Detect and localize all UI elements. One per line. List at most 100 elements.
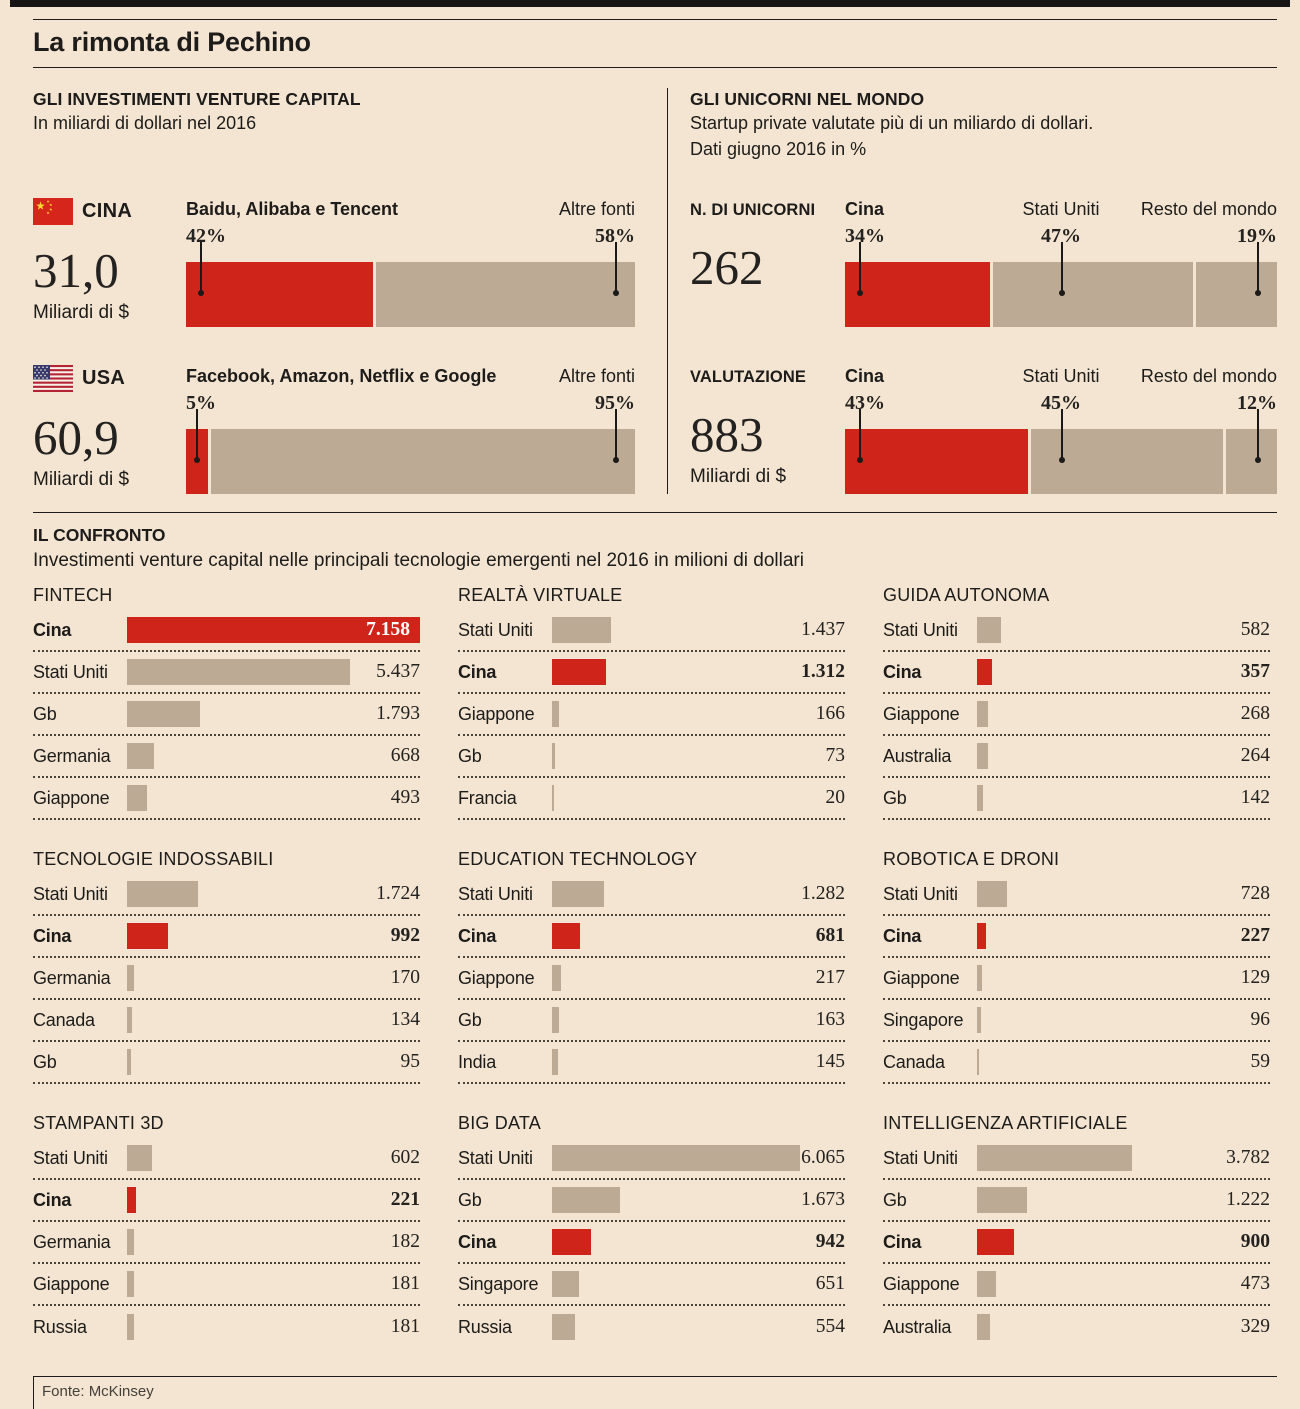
bar-cina bbox=[552, 923, 580, 949]
chart-row: Canada 59 bbox=[883, 1042, 1270, 1084]
chart-row: Stati Uniti 6.065 bbox=[458, 1138, 845, 1180]
chart-row: Gb 163 bbox=[458, 1000, 845, 1042]
bar-area: 668 bbox=[127, 736, 420, 776]
country-label: Gb bbox=[458, 745, 482, 766]
vc-unit-usa: Miliardi di $ bbox=[33, 468, 130, 490]
country-label: Singapore bbox=[458, 1273, 539, 1294]
bar bbox=[127, 1049, 131, 1075]
country-label: Giappone bbox=[458, 703, 535, 724]
segment-label-cina: Cina bbox=[845, 199, 885, 219]
chart-row: Canada 134 bbox=[33, 1000, 420, 1042]
unicorn-panel-heading: GLI UNICORNI NEL MONDO bbox=[690, 89, 925, 109]
source-note: Fonte: McKinsey bbox=[42, 1383, 154, 1400]
chart-row: India 145 bbox=[458, 1042, 845, 1084]
bar bbox=[127, 785, 148, 811]
value-label: 217 bbox=[815, 967, 845, 988]
callout-line bbox=[1255, 242, 1261, 296]
country-label-cina: CINA bbox=[82, 200, 133, 222]
vc-panel-heading: GLI INVESTIMENTI VENTURE CAPITAL bbox=[33, 89, 361, 109]
chart-row: Russia 181 bbox=[33, 1306, 420, 1348]
chart-row: Cina 681 bbox=[458, 916, 845, 958]
chart-row: Stati Uniti 728 bbox=[883, 874, 1270, 916]
bar-area: 900 bbox=[977, 1222, 1270, 1262]
country-label: Giappone bbox=[883, 967, 960, 988]
bar bbox=[552, 1187, 621, 1213]
chart-row: Giappone 473 bbox=[883, 1264, 1270, 1306]
segment-pct-stati-uniti: 47% bbox=[1041, 225, 1081, 247]
bar-area: 268 bbox=[977, 694, 1270, 734]
bar bbox=[977, 743, 988, 769]
chart-row: Giappone 129 bbox=[883, 958, 1270, 1000]
usa-flag-icon bbox=[33, 365, 73, 392]
value-label: 264 bbox=[1240, 745, 1270, 766]
chart-row: Stati Uniti 602 bbox=[33, 1138, 420, 1180]
bar bbox=[977, 701, 988, 727]
value-label: 473 bbox=[1240, 1273, 1270, 1294]
bar bbox=[977, 1145, 1132, 1171]
bar bbox=[127, 1229, 135, 1255]
stacked-bar-cina bbox=[186, 262, 635, 327]
chart-row: Cina 357 bbox=[883, 652, 1270, 694]
bar-area: 554 bbox=[552, 1306, 845, 1348]
confronto-heading: IL CONFRONTO bbox=[33, 525, 166, 545]
bar-area: 6.065 bbox=[552, 1138, 845, 1178]
bar-area: 73 bbox=[552, 736, 845, 776]
chart-row: Giappone 181 bbox=[33, 1264, 420, 1306]
bar-area: 166 bbox=[552, 694, 845, 734]
bar-area: 7.158 bbox=[127, 610, 420, 650]
value-label: 134 bbox=[390, 1009, 420, 1030]
mini-chart-title: ROBOTICA E DRONI bbox=[883, 849, 1060, 869]
rule-above-title bbox=[33, 19, 1277, 20]
mini-chart-title: REALTÀ VIRTUALE bbox=[458, 585, 623, 605]
bar-segment-resto-mondo bbox=[1196, 262, 1277, 327]
bar-area: 493 bbox=[127, 778, 420, 818]
value-label: 357 bbox=[1240, 661, 1270, 682]
bar bbox=[552, 785, 554, 811]
segment-pct-altre: 58% bbox=[595, 225, 635, 247]
bar-area: 96 bbox=[977, 1000, 1270, 1040]
segment-pct-resto: 19% bbox=[1237, 225, 1277, 247]
chart-row: Germania 182 bbox=[33, 1222, 420, 1264]
value-label: 651 bbox=[815, 1273, 845, 1294]
segment-pct-bat: 42% bbox=[186, 225, 226, 247]
bar-area: 145 bbox=[552, 1042, 845, 1082]
bar-area: 182 bbox=[127, 1222, 420, 1262]
rule-above-confronto bbox=[33, 512, 1277, 513]
bar bbox=[977, 785, 983, 811]
unicorn-row-valuation: VALUTAZIONE 883 Miliardi di $ Cina 43% S… bbox=[690, 365, 1278, 494]
bar-segment-altre-fonti bbox=[376, 262, 635, 327]
country-label: Gb bbox=[33, 703, 57, 724]
mini-chart: GUIDA AUTONOMA Stati Uniti 582 Cina 357 Giapp… bbox=[883, 584, 1270, 820]
value-label: 170 bbox=[390, 967, 420, 988]
bar-area: 582 bbox=[977, 610, 1270, 650]
value-label: 1.673 bbox=[801, 1189, 845, 1210]
bar-area: 5.437 bbox=[127, 652, 420, 692]
mini-chart: INTELLIGENZA ARTIFICIALE Stati Uniti 3.782… bbox=[883, 1112, 1270, 1348]
callout-line bbox=[1255, 409, 1261, 463]
chart-row: Australia 329 bbox=[883, 1306, 1270, 1348]
country-label: Gb bbox=[883, 1189, 907, 1210]
bar bbox=[127, 1271, 135, 1297]
bar bbox=[552, 701, 559, 727]
country-label: Germania bbox=[33, 745, 111, 766]
bar-area: 992 bbox=[127, 916, 420, 956]
bar bbox=[127, 701, 201, 727]
bar bbox=[977, 1007, 981, 1033]
value-label: 163 bbox=[815, 1009, 845, 1030]
value-label: 681 bbox=[815, 925, 845, 946]
chart-row: Russia 554 bbox=[458, 1306, 845, 1348]
bar bbox=[552, 617, 611, 643]
chart-row: Stati Uniti 1.437 bbox=[458, 610, 845, 652]
bar-area: 181 bbox=[127, 1306, 420, 1348]
bar-area: 942 bbox=[552, 1222, 845, 1262]
chart-row: Stati Uniti 3.782 bbox=[883, 1138, 1270, 1180]
bar-area: 163 bbox=[552, 1000, 845, 1040]
bar-area: 1.312 bbox=[552, 652, 845, 692]
value-label: 582 bbox=[1240, 619, 1270, 640]
chart-row: Gb 1.793 bbox=[33, 694, 420, 736]
unicorn-panel-subheading1: Startup private valutate più di un milia… bbox=[690, 113, 1094, 133]
mini-chart: FINTECH Cina 7.158 Stati Uniti 5.437 Gb 1.793 G… bbox=[33, 584, 420, 820]
bar-area: 129 bbox=[977, 958, 1270, 998]
confronto-subheading: Investimenti venture capital nelle princ… bbox=[33, 550, 804, 571]
segment-label-bat: Baidu, Alibaba e Tencent bbox=[186, 199, 399, 219]
